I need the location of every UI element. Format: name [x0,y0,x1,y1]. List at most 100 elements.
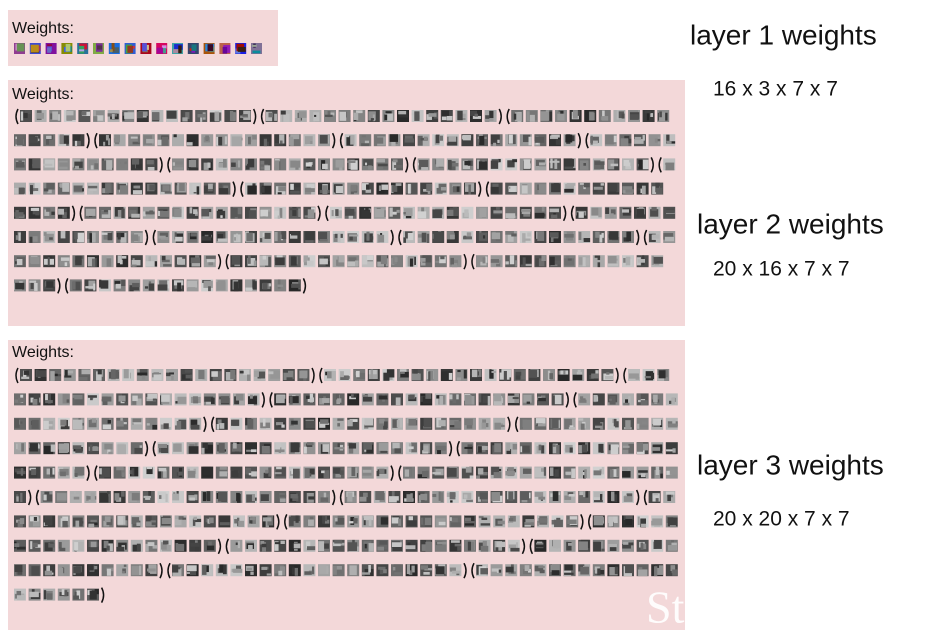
filter-detail [274,210,283,218]
filter-detail [389,207,393,217]
filter-detail [610,209,616,215]
filter-detail [146,396,156,402]
filter-detail [174,519,182,526]
filter-detail [378,190,385,195]
filter-detail [44,518,53,526]
filter-detail [192,396,198,401]
filter-detail [347,492,353,502]
filter-detail [392,545,403,552]
layer1-tiles [14,43,262,54]
filter-detail [88,280,96,290]
filter-detail [636,208,645,218]
filter-detail [208,262,214,266]
filter-detail [202,474,211,477]
filter-detail [403,237,406,243]
filter-detail [623,542,633,545]
filter-detail [327,371,336,379]
filter-detail [614,566,619,575]
filter-detail [388,496,399,503]
filter-detail [243,369,250,376]
paren-open [269,392,273,408]
filter-detail [439,256,446,264]
filter-detail [252,50,261,54]
filter-detail [66,399,70,403]
filter-detail [231,162,236,167]
panel-layer3 [8,340,685,630]
filter-detail [111,43,115,52]
filter-detail [565,134,573,143]
filter-detail [152,424,158,430]
paren-open [471,562,475,579]
filter-detail [600,183,604,186]
filter-detail [121,256,127,259]
filter-detail [653,394,658,403]
filter-detail [49,237,53,240]
filter-detail [608,516,614,527]
filter-detail [395,183,402,186]
filter-detail [107,491,110,494]
filter-detail [31,469,37,476]
filter-detail [29,591,39,598]
filter-detail [136,111,143,119]
paren-close [404,157,409,173]
filter-detail [404,138,414,143]
filter-detail [378,185,381,191]
filter-detail [348,421,358,429]
filter-detail [507,395,516,403]
filter-detail [246,494,255,503]
filter-detail [294,567,298,576]
filter-detail [95,110,104,116]
filter-detail [62,182,70,192]
filter-detail [498,569,502,573]
filter-detail [148,283,155,291]
filter-detail [333,467,341,474]
filter-detail [308,496,315,500]
filter-detail [457,369,461,373]
filter-detail [309,516,314,520]
filter-detail [235,565,242,571]
filter-detail [332,565,342,572]
filter-detail [72,419,83,430]
filter-detail [642,135,645,141]
filter-detail [103,209,108,213]
filter-detail [293,468,300,479]
filter-detail [411,442,417,453]
filter-detail [347,542,358,552]
filter-detail [628,396,631,405]
filter-detail [508,544,517,549]
filter-detail [177,567,181,570]
filter-detail [550,158,553,169]
paren-close [100,587,105,603]
filter-detail [218,162,227,168]
filter-detail [35,544,41,548]
filter-detail [511,233,517,237]
filter-detail [146,466,153,470]
filter-detail [524,565,530,572]
filter-detail [641,543,647,550]
filter-detail [608,255,617,264]
paren-open [398,465,402,481]
filter-detail [552,418,559,429]
filter-detail [534,136,545,143]
filter-detail [477,159,480,169]
filter-detail [164,191,172,194]
filter-detail [484,118,494,121]
filter-detail [335,209,339,216]
filter-detail [622,543,631,549]
filter-detail [480,523,491,526]
filter-detail [135,184,143,195]
filter-detail [457,546,462,551]
filter-detail [161,259,170,263]
filter-detail [74,542,79,551]
filter-detail [350,160,358,170]
paren-open [573,392,577,408]
filter-detail [324,114,333,117]
filter-detail [15,282,25,290]
filter-detail [645,371,654,381]
filter-detail [628,443,634,454]
filter-detail [59,260,70,266]
filter-detail [378,566,386,570]
filter-detail [636,393,641,400]
filter-detail [79,49,85,52]
filter-detail [179,182,185,191]
